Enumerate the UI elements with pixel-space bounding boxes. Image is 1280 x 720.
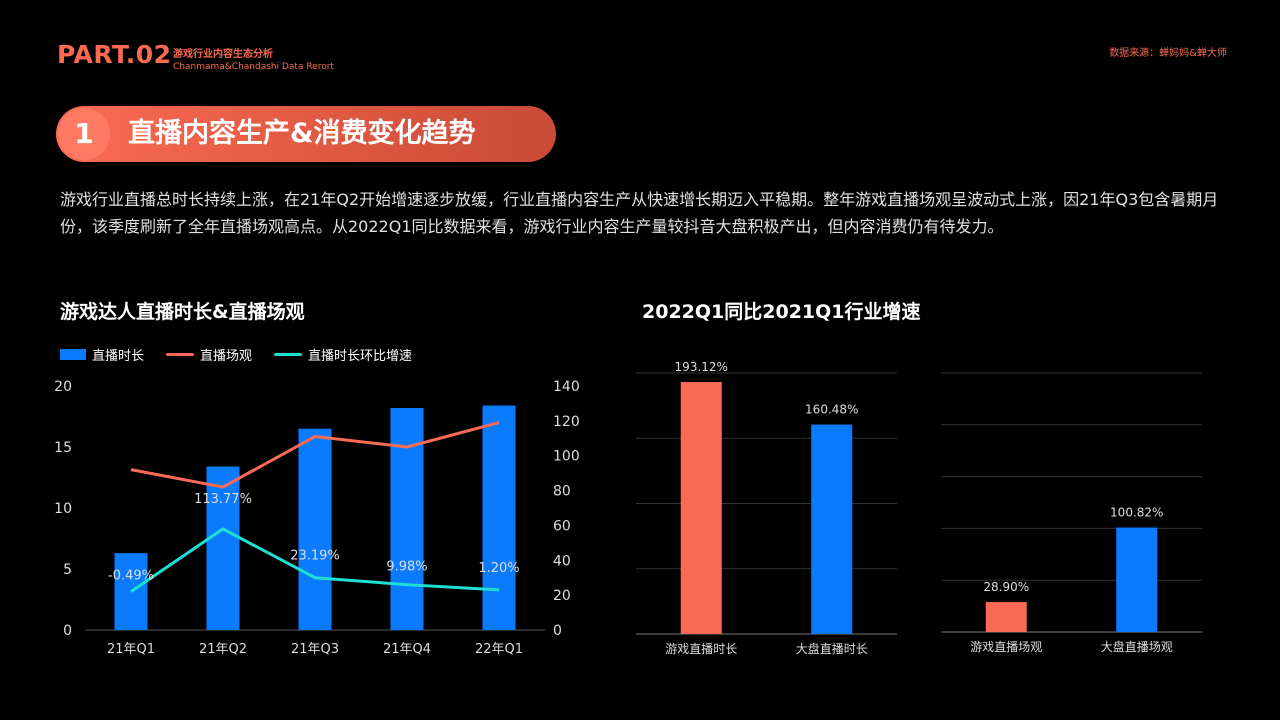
legend-item-duration: 直播时长 [60,345,144,364]
y-right-tick: 100 [553,449,580,465]
y-right-tick: 20 [553,588,571,604]
y-left-tick: 0 [63,623,72,639]
subtitle-en: Chanmama&Chandashi Data Rerort [173,62,334,72]
x-tick-label: 21年Q4 [383,642,431,657]
duration-bar [298,428,332,630]
growth-duration-data-label: 193.12% [675,360,728,374]
growth-duration-data-label: 160.48% [805,403,858,417]
y-right-tick: 80 [553,484,571,500]
duration-bar [482,405,516,630]
legend-swatch-line-cyan [274,353,303,356]
growth-duration-bar [811,424,853,634]
growth-duration-x-tick-label: 游戏直播时长 [665,642,737,656]
legend-label: 直播时长环比增速 [308,349,413,364]
duration-bar [390,407,424,630]
legend-swatch-bar [60,349,86,360]
growth-duration-x-tick-label: 大盘直播时长 [796,641,868,656]
x-tick-label: 21年Q2 [199,642,247,657]
summary-paragraph: 游戏行业直播总时长持续上涨，在21年Q2开始增速逐步放缓，行业直播内容生产从快速… [60,190,1219,236]
growth-views-bar [985,602,1027,632]
section-number: 1 [58,108,110,160]
growth-views-x-tick-label: 游戏直播场观 [970,640,1042,654]
growth-views-data-label: 100.82% [1110,506,1163,520]
y-right-tick: 40 [553,553,571,569]
growth-data-label: -0.49% [108,569,154,584]
growth-line [130,527,500,593]
x-tick-label: 21年Q3 [291,642,339,657]
legend-swatch-line-red [166,353,195,356]
growth-views-data-label: 28.90% [983,580,1029,594]
growth-data-label: 23.19% [290,549,340,564]
growth-views-bar [1116,527,1158,632]
y-left-tick: 10 [54,501,72,517]
duration-bar [206,466,240,630]
chart1-title: 游戏达人直播时长&直播场观 [60,301,305,323]
subtitle-cn: 游戏行业内容生态分析 [173,49,273,60]
legend-item-growth: 直播时长环比增速 [274,345,412,364]
y-left-tick: 5 [63,562,72,578]
growth-data-label: 113.77% [194,492,252,507]
y-left-tick: 20 [54,379,72,395]
legend-label: 直播场观 [200,349,253,364]
growth-duration-bar [680,381,722,634]
section-title: 直播内容生产&消费变化趋势 [128,118,476,149]
y-right-tick: 60 [553,518,571,534]
growth-data-label: 1.20% [478,561,519,576]
x-tick-label: 22年Q1 [475,642,523,657]
legend-label: 直播时长 [92,349,145,364]
chart1-legend: 直播时长 直播场观 直播时长环比增速 [60,345,412,364]
part-label: PART.02 [57,40,172,69]
x-tick-label: 21年Q1 [107,642,155,657]
y-right-tick: 140 [553,379,580,395]
views-line [130,421,500,489]
section-badge: 1 直播内容生产&消费变化趋势 [56,106,556,162]
y-right-tick: 120 [553,414,580,430]
growth-views-x-tick-label: 大盘直播场观 [1101,639,1173,654]
header-subtitle: 游戏行业内容生态分析 Chanmama&Chandashi Data Reror… [173,45,334,72]
chart2-title: 2022Q1同比2021Q1行业增速 [642,301,921,323]
y-left-tick: 15 [54,440,72,456]
growth-data-label: 9.98% [386,560,427,575]
data-source: 数据来源：蝉妈妈&蝉大师 [1109,48,1227,59]
legend-item-views: 直播场观 [166,345,252,364]
y-right-tick: 0 [553,623,562,639]
